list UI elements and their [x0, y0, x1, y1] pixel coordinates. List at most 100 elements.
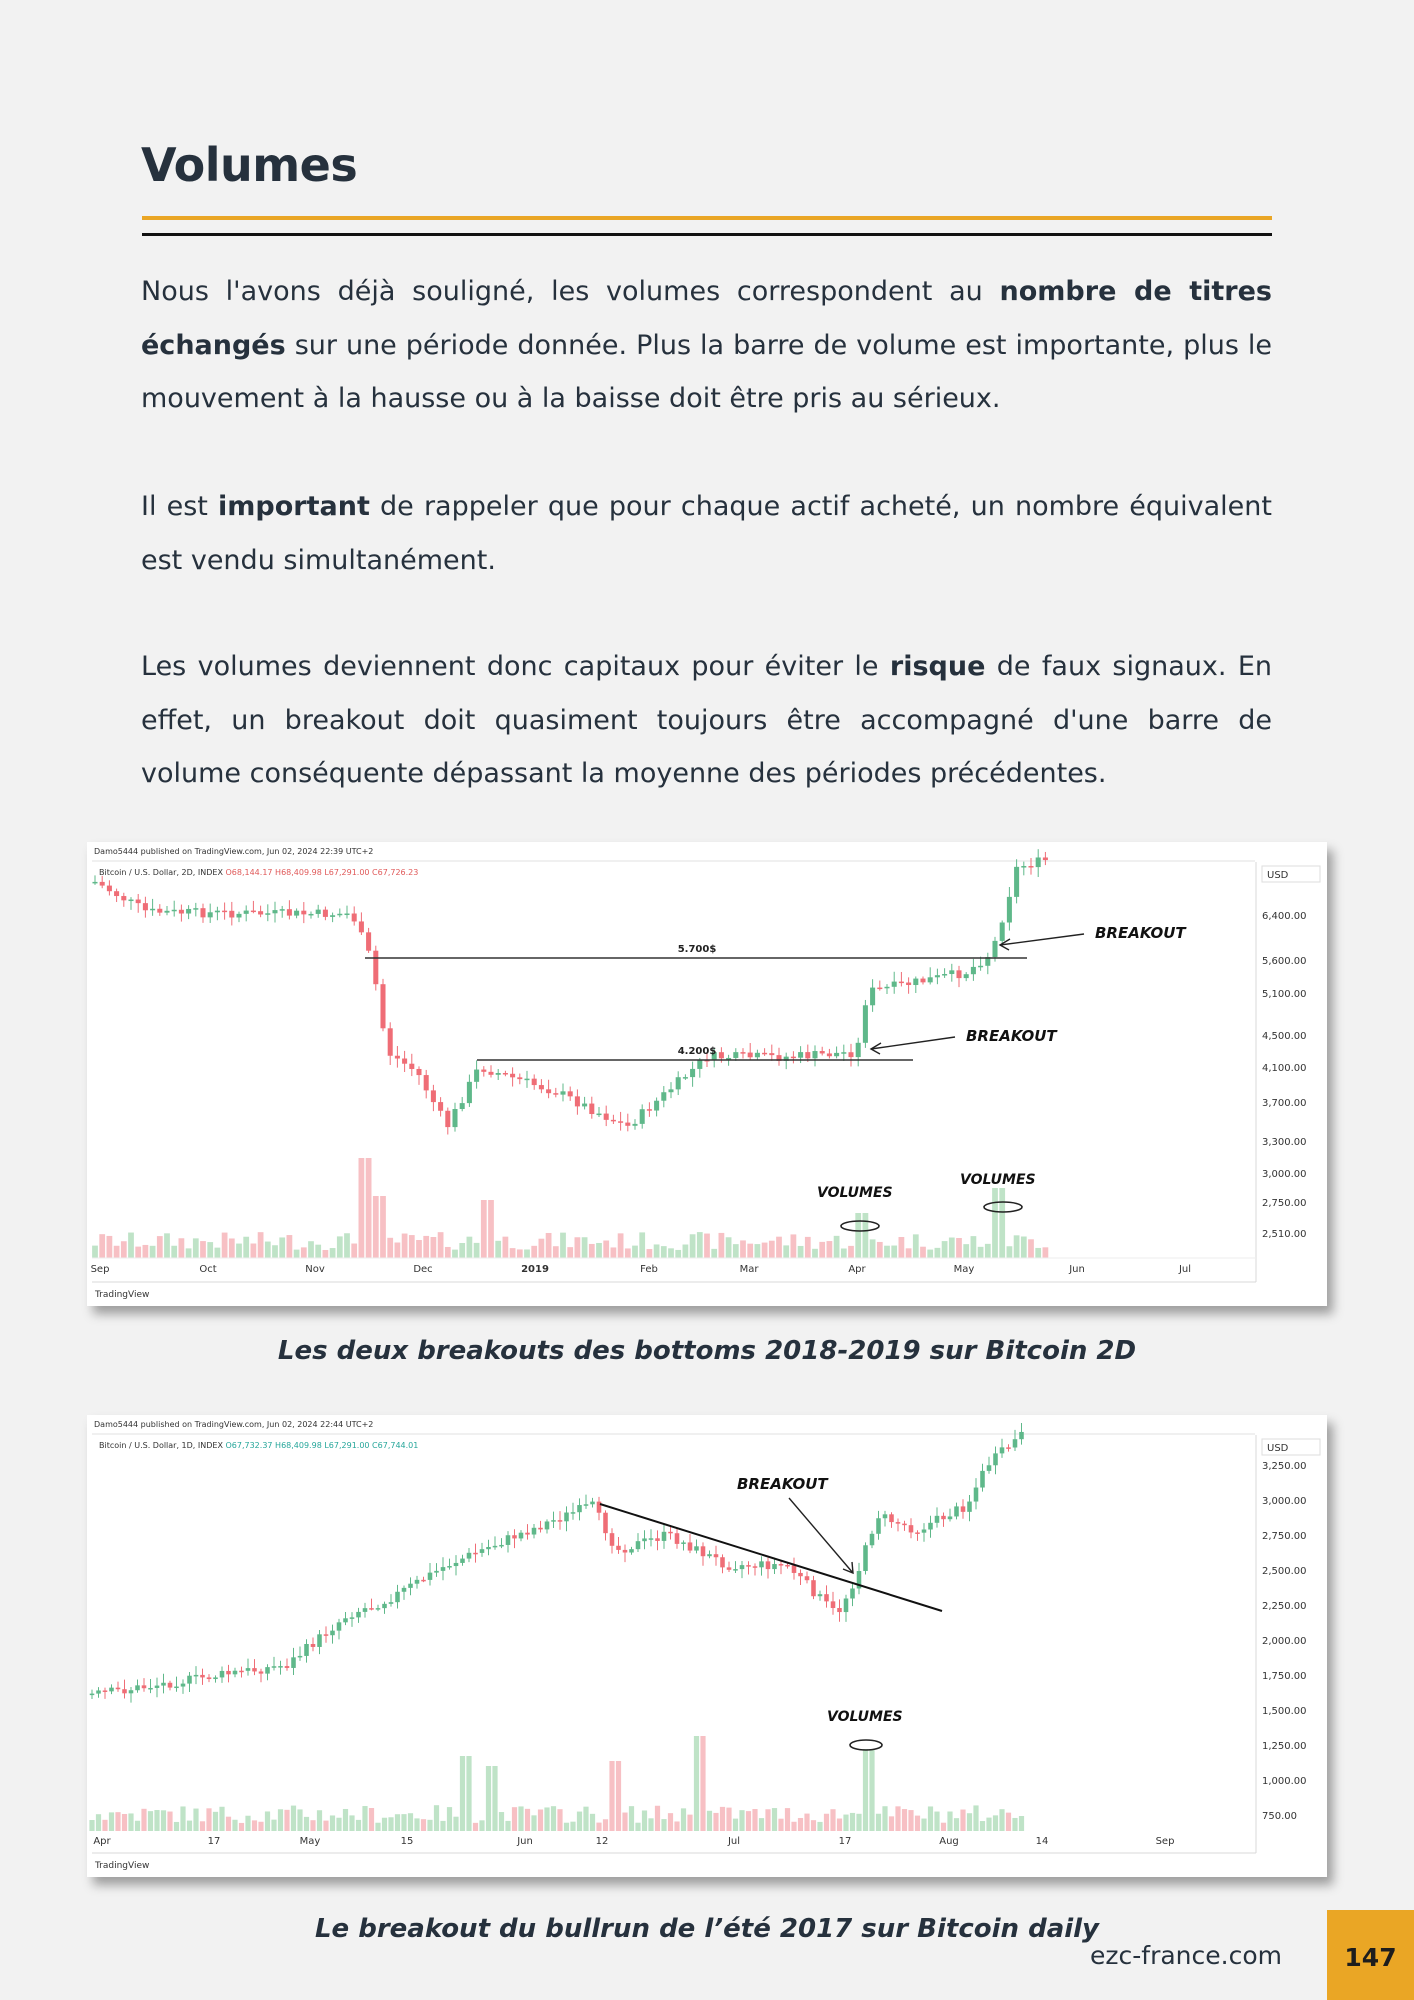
- candle-body: [726, 1567, 732, 1570]
- volume-bar: [680, 1808, 687, 1831]
- candle-body: [661, 1092, 667, 1101]
- volume-bar: [927, 1249, 934, 1258]
- volume-bar: [1042, 1247, 1049, 1258]
- candle-body: [387, 1028, 393, 1056]
- volume-bar: [732, 1244, 739, 1258]
- volume-bar: [516, 1249, 523, 1258]
- chart-2-xtick: 17: [839, 1836, 852, 1847]
- paragraph-1: Nous l'avons déjà souligné, les volumes …: [141, 276, 1272, 414]
- candle-body: [1021, 866, 1027, 868]
- volume-bar: [440, 1820, 446, 1831]
- candle-body: [337, 913, 343, 916]
- candle-body: [830, 1601, 836, 1609]
- candle-body: [544, 1521, 550, 1530]
- candle-body: [421, 1579, 426, 1582]
- chart-2-ytick: 1,000.00: [1262, 1776, 1307, 1787]
- volume-bar: [264, 1241, 271, 1258]
- candle-body: [915, 1532, 920, 1534]
- candle-body: [258, 1671, 264, 1674]
- volume-bar: [635, 1822, 641, 1831]
- candle-body: [135, 899, 141, 904]
- candle-body: [301, 910, 307, 915]
- chart-2-xtick: Apr: [93, 1836, 111, 1847]
- candle-body: [382, 1603, 387, 1609]
- candle-body: [898, 981, 904, 984]
- candle-body: [655, 1538, 660, 1541]
- candle-body: [790, 1056, 796, 1059]
- candle-body: [993, 1453, 998, 1466]
- footer-site: ezc-france.com: [1090, 1941, 1282, 1970]
- volume-bar: [602, 1819, 609, 1831]
- candle-body: [213, 1677, 218, 1680]
- caption-chart-1: Les deux breakouts des bottoms 2018-2019…: [277, 1336, 1137, 1366]
- volume-bar: [719, 1806, 726, 1831]
- volume-bar: [977, 1246, 984, 1258]
- candle-body: [841, 1052, 847, 1054]
- candle-body: [200, 908, 206, 918]
- title-rule-dark: [142, 233, 1272, 236]
- candle-body: [928, 1522, 933, 1530]
- candle-body: [427, 1572, 433, 1580]
- volume-bar: [472, 1822, 479, 1831]
- volume-bar: [351, 1243, 358, 1258]
- svg-text:Bitcoin / U.S. Dollar, 1D, IND: Bitcoin / U.S. Dollar, 1D, INDEX O67,732…: [99, 1441, 418, 1450]
- volume-bar: [99, 1234, 106, 1258]
- chart-2-close: C67,744.01: [372, 1441, 418, 1450]
- candle-body: [956, 970, 962, 979]
- candle-body: [804, 1576, 810, 1581]
- volume-bar: [134, 1820, 141, 1831]
- candle-body: [546, 1089, 552, 1094]
- level-label-5700: 5.700$: [678, 944, 717, 955]
- volume-bar: [563, 1822, 570, 1831]
- volume-bar: [459, 1756, 466, 1831]
- candle-body: [380, 984, 386, 1029]
- volume-bar: [427, 1819, 433, 1831]
- volume-bar: [368, 1808, 375, 1831]
- candle-body: [798, 1572, 803, 1577]
- volume-bar: [381, 1817, 388, 1831]
- candle-body: [538, 1527, 543, 1530]
- candle-body: [668, 1089, 674, 1093]
- volume-bar: [882, 1806, 888, 1831]
- chart-1-xtick: Jul: [1178, 1264, 1191, 1275]
- candle-body: [726, 1057, 732, 1060]
- chart-2-xtick: 15: [401, 1836, 414, 1847]
- volume-bar: [414, 1818, 420, 1831]
- volume-bar: [668, 1248, 674, 1258]
- candle-body: [733, 1052, 739, 1058]
- candle-body: [720, 1557, 725, 1568]
- volume-bar: [128, 1232, 134, 1258]
- candle-body: [505, 1535, 511, 1545]
- candle-body: [711, 1052, 717, 1061]
- volume-bar: [869, 1749, 875, 1831]
- chart-2-ytick: 3,250.00: [1262, 1461, 1307, 1472]
- candle-body: [648, 1538, 654, 1540]
- volume-bar: [768, 1240, 775, 1258]
- breakout-label-2: BREAKOUT: [966, 1027, 1058, 1045]
- chart-1-xtick: Nov: [305, 1264, 325, 1275]
- candle-body: [351, 913, 357, 922]
- candle-body: [121, 896, 127, 901]
- candle-body: [999, 1447, 1005, 1454]
- volume-bar: [862, 1213, 869, 1258]
- candle-body: [531, 1527, 537, 1535]
- candle-body: [232, 1670, 238, 1675]
- volume-bar: [1013, 1235, 1020, 1258]
- volume-bar: [784, 1808, 791, 1831]
- volume-bar: [290, 1805, 297, 1831]
- volume-bar: [329, 1815, 336, 1831]
- svg-text:Bitcoin / U.S. Dollar, 2D, IND: Bitcoin / U.S. Dollar, 2D, INDEX O68,144…: [99, 868, 418, 877]
- candle-body: [934, 1515, 940, 1523]
- candle-body: [603, 1512, 608, 1534]
- volume-bar: [1020, 1236, 1027, 1258]
- volume-bar: [934, 1247, 941, 1258]
- candle-body: [453, 1562, 459, 1567]
- volume-bar: [355, 1819, 362, 1831]
- candle-body: [921, 1529, 927, 1533]
- volume-bar: [778, 1818, 784, 1831]
- candle-body: [733, 1569, 738, 1571]
- candle-body: [942, 974, 948, 976]
- candle-body: [250, 910, 256, 913]
- volume-bar: [776, 1236, 782, 1258]
- volume-bar: [279, 1237, 286, 1258]
